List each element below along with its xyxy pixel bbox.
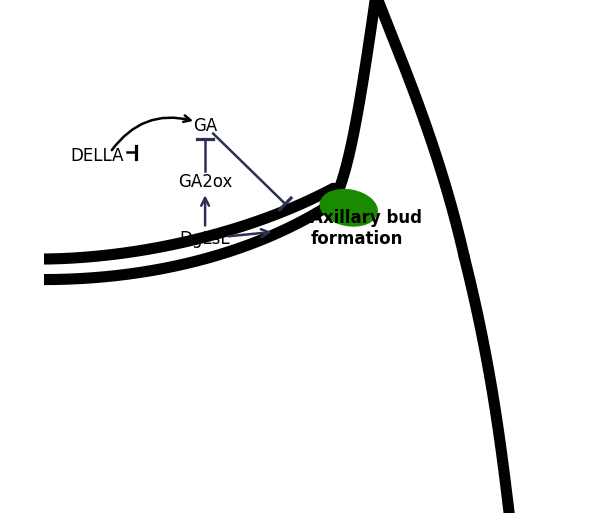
Text: GA: GA — [193, 116, 217, 135]
Text: DgLsL: DgLsL — [180, 229, 230, 248]
Text: DELLA: DELLA — [71, 147, 124, 166]
Text: Axillary bud
formation: Axillary bud formation — [310, 209, 422, 248]
Text: GA2ox: GA2ox — [178, 173, 232, 191]
Ellipse shape — [320, 189, 378, 227]
